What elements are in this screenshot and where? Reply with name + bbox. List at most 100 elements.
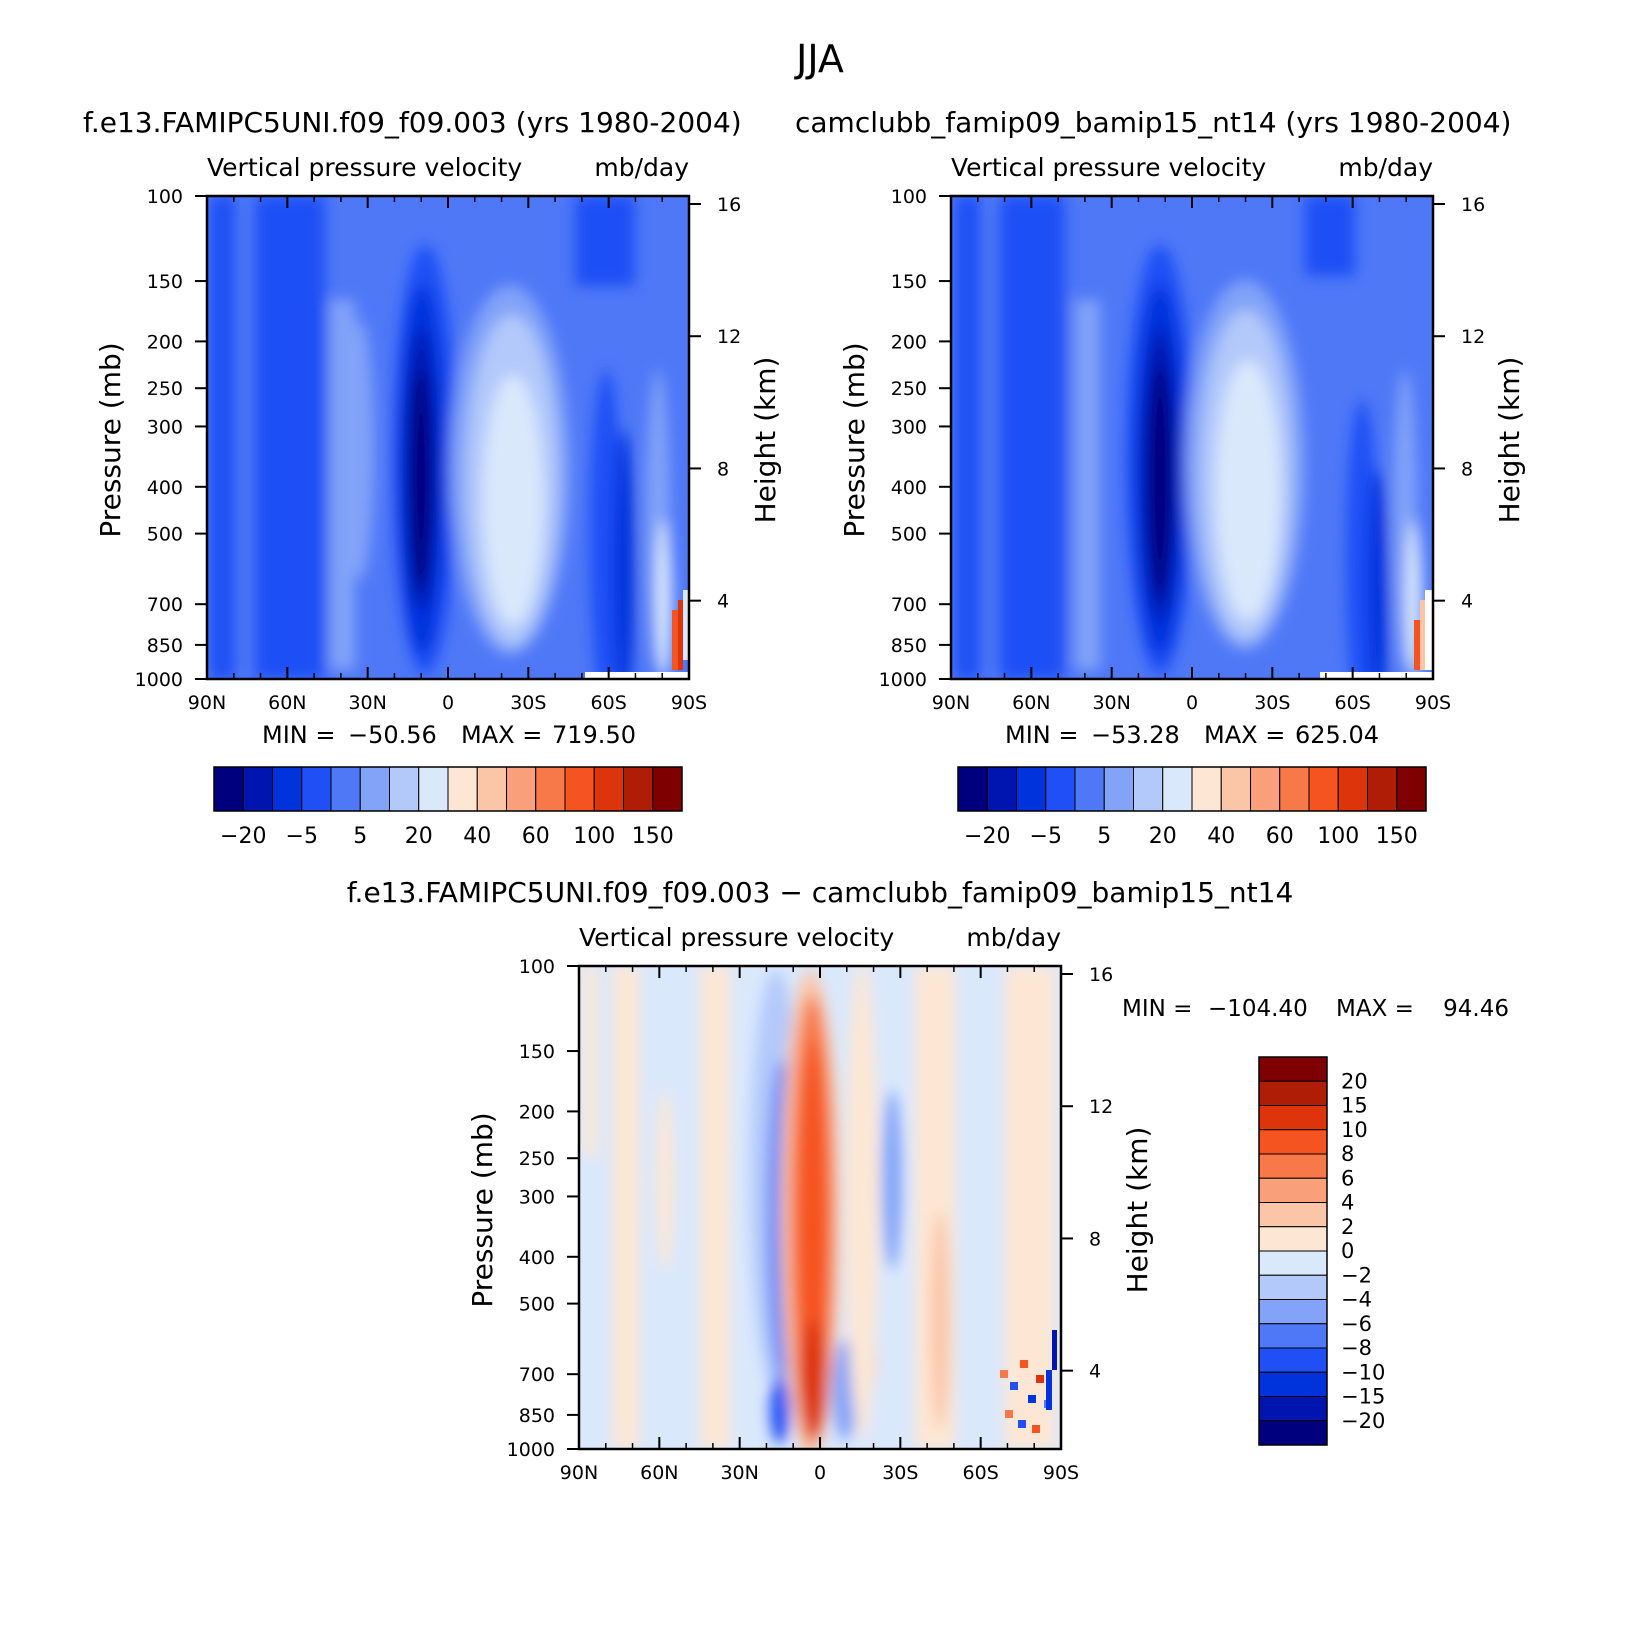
panel-2-xtick-label: 60N [1012, 692, 1050, 714]
panel-3-colorbar-label: 0 [1341, 1239, 1354, 1263]
panel-2-colorbar-swatch [1220, 766, 1251, 812]
panel-2-ytick-right-label: 4 [1461, 591, 1473, 613]
panel-1-ytick-label: 150 [147, 271, 183, 293]
panel-1-colorbar-label: −5 [286, 824, 318, 849]
panel-3-colorbar-swatch [1258, 1080, 1328, 1106]
panel-3-colorbar-swatch [1258, 1299, 1328, 1325]
panel-1-colorbar-swatch [301, 766, 332, 812]
panel-2-ytick-label: 500 [891, 524, 927, 546]
panel-2-colorbar-swatch [986, 766, 1017, 812]
panel-2-ytick-label: 100 [891, 186, 927, 208]
panel-1-ytick-label: 500 [147, 524, 183, 546]
panel-2-colorbar-swatch [1337, 766, 1368, 812]
panel-3-colorbar-label: 8 [1341, 1142, 1354, 1166]
panel-3-ytick-right-label: 16 [1089, 964, 1113, 986]
panel-1-subtitle-right: mb/day [594, 153, 689, 182]
panel-2-colorbar-label: 5 [1097, 824, 1111, 849]
panel-1-colorbar-swatch [506, 766, 537, 812]
panel-2-colorbar-swatch [1191, 766, 1222, 812]
panel-2-ytick-label: 400 [891, 477, 927, 499]
panel-3-colorbar-label: −10 [1341, 1360, 1385, 1384]
panel-3-colorbar-swatch [1258, 1177, 1328, 1203]
panel-1-colorbar-frame [213, 766, 683, 812]
panel-2-colorbar-label: 40 [1207, 824, 1235, 849]
panel-2-colorbar-label: −5 [1030, 824, 1062, 849]
panel-3-colorbar-swatch [1258, 1396, 1328, 1422]
panel-2-ytick-label: 300 [891, 416, 927, 438]
panel-3-colorbar-label: −4 [1341, 1288, 1372, 1312]
panel-2-min-label: MIN = [1005, 721, 1078, 749]
panel-2-contour-field [951, 196, 1433, 679]
panel-2-xtick-label: 30N [1092, 692, 1130, 714]
panel-3-xtick-label: 90S [1043, 1462, 1079, 1484]
panel-3-noise-patch [1000, 1330, 1057, 1433]
panel-2-colorbar-swatch [1133, 766, 1164, 812]
panel-3-ytick-label: 850 [519, 1405, 555, 1427]
panel-1-ytick-right-label: 8 [717, 458, 729, 480]
panel-1-xtick-label: 0 [442, 692, 454, 714]
panel-1-colorbar-label: 150 [632, 824, 674, 849]
panel-1-ytick-label: 300 [147, 416, 183, 438]
panel-1-ylabel: Pressure (mb) [94, 342, 127, 537]
panel-2-colorbar-label: 60 [1266, 824, 1294, 849]
panel-3-subtitle-left: Vertical pressure velocity [579, 923, 894, 952]
panel-1-colorbar-swatch [476, 766, 507, 812]
panel-3-xtick-label: 0 [814, 1462, 826, 1484]
panel-1-ytick-right-label: 16 [717, 194, 741, 216]
panel-1-colorbar-swatch [213, 766, 244, 812]
panel-1-title: f.e13.FAMIPC5UNI.f09_f09.003 (yrs 1980-2… [83, 106, 742, 139]
page-title: JJA [794, 37, 844, 81]
panel-3-colorbar-swatch [1258, 1323, 1328, 1349]
panel-1-ytick-right-label: 4 [717, 591, 729, 613]
panel-1-ytick-label: 400 [147, 477, 183, 499]
panel-2-subtitle-left: Vertical pressure velocity [951, 153, 1266, 182]
panel-1-colorbar-swatch [418, 766, 449, 812]
panel-3-colorbar-swatch [1258, 1274, 1328, 1300]
panel-1-colorbar-label: 20 [405, 824, 433, 849]
panel-1-xtick-label: 90N [188, 692, 226, 714]
panel-3-ytick-label: 200 [519, 1101, 555, 1123]
panel-3-colorbar-frame [1258, 1056, 1328, 1446]
panel-3-colorbar-swatch [1258, 1347, 1328, 1373]
panel-1-ytick-label: 100 [147, 186, 183, 208]
panel-3-subtitle-right: mb/day [966, 923, 1061, 952]
panel-2-max-value: 625.04 [1295, 721, 1379, 749]
panel-2-xtick-label: 0 [1186, 692, 1198, 714]
panel-1-colorbar-swatch [535, 766, 566, 812]
panel-2-ytick-label: 700 [891, 594, 927, 616]
panel-1-colorbar-swatch [623, 766, 654, 812]
panel-1-xtick-label: 30N [348, 692, 386, 714]
panel-1-colorbar-swatch [359, 766, 390, 812]
panel-3-colorbar-swatch [1258, 1226, 1328, 1252]
panel-2-xtick-label: 90N [932, 692, 970, 714]
panel-2-ytick-label: 850 [891, 635, 927, 657]
panel-3-ytick-label: 500 [519, 1294, 555, 1316]
panel-2-ytick-label: 200 [891, 331, 927, 353]
panel-1-colorbar-swatch [272, 766, 303, 812]
panel-1-max-label: MAX = [461, 721, 542, 749]
panel-2-max-label: MAX = [1204, 721, 1285, 749]
panel-3-ytick-label: 700 [519, 1364, 555, 1386]
panel-2-colorbar-swatch [1074, 766, 1105, 812]
panel-2-ytick-label: 1000 [879, 669, 927, 691]
panel-3-colorbar-label: 20 [1341, 1069, 1368, 1093]
panel-2-xtick-label: 30S [1254, 692, 1290, 714]
panel-2-colorbar-swatch [1162, 766, 1193, 812]
panel-1-min-label: MIN = [262, 721, 335, 749]
panel-3-xtick-label: 60S [963, 1462, 999, 1484]
panel-1-colorbar-swatch [242, 766, 273, 812]
panel-3-colorbar-label: 6 [1341, 1166, 1354, 1190]
panel-1-xtick-label: 90S [671, 692, 707, 714]
panel-2-xtick-label: 90S [1415, 692, 1451, 714]
panel-2-ytick-right-label: 8 [1461, 458, 1473, 480]
panel-1-ytick-label: 700 [147, 594, 183, 616]
panel-1-colorbar-swatch [564, 766, 595, 812]
panel-2-ytick-right-label: 16 [1461, 194, 1485, 216]
panel-1-subtitle-left: Vertical pressure velocity [207, 153, 522, 182]
panel-1-ytick-right-label: 12 [717, 326, 741, 348]
panel-1-ytick-label: 250 [147, 378, 183, 400]
panel-3-xtick-label: 30N [720, 1462, 758, 1484]
panel-1-colorbar-swatch [389, 766, 420, 812]
panel-2-xtick-label: 60S [1335, 692, 1371, 714]
